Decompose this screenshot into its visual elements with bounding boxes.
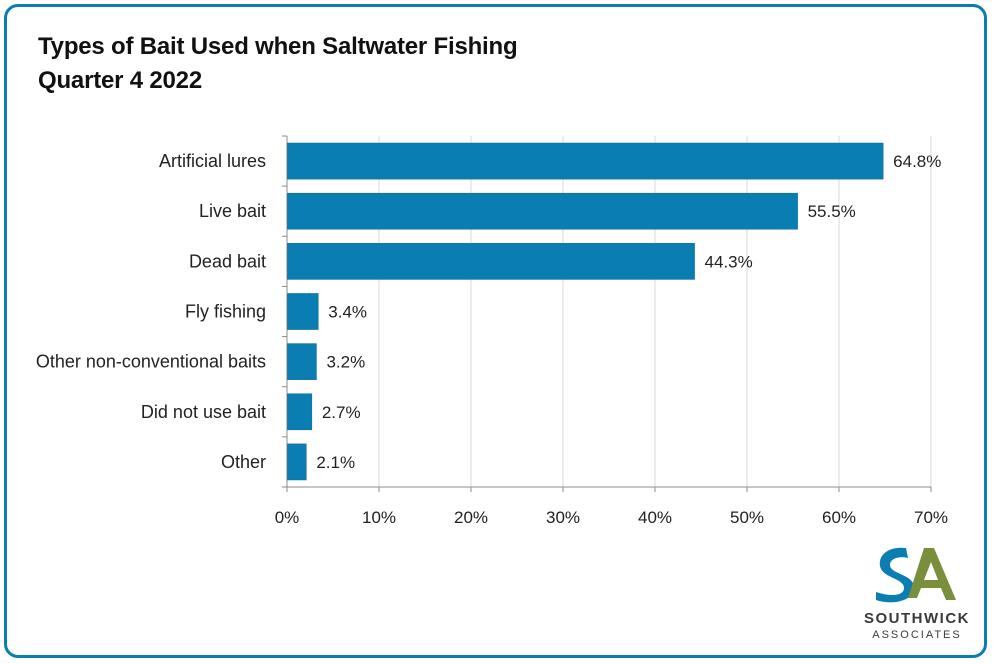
data-label: 64.8% <box>893 152 941 171</box>
logo-subtitle: ASSOCIATES <box>872 629 962 641</box>
data-label: 55.5% <box>808 202 856 221</box>
category-label: Did not use bait <box>141 402 266 422</box>
bar <box>287 192 798 230</box>
x-tick-label: 10% <box>362 508 396 527</box>
data-label: 2.7% <box>322 403 361 422</box>
category-label: Other non-conventional baits <box>36 352 266 372</box>
bar <box>287 293 319 330</box>
bar <box>287 443 307 481</box>
bar <box>287 243 695 280</box>
chart-title-line-2: Quarter 4 2022 <box>38 67 202 94</box>
x-tick-label: 30% <box>546 508 580 527</box>
logo-s-shape <box>876 547 915 603</box>
southwick-logo-icon <box>876 547 956 603</box>
x-tick-label: 60% <box>822 508 856 527</box>
data-label: 3.4% <box>328 303 367 322</box>
chart-frame <box>4 4 987 658</box>
data-label: 2.1% <box>316 453 355 472</box>
x-tick-label: 20% <box>454 508 488 527</box>
x-tick-label: 0% <box>275 508 300 527</box>
category-label: Fly fishing <box>185 302 266 322</box>
x-tick-label: 70% <box>914 508 948 527</box>
category-label: Live bait <box>199 201 266 221</box>
category-label: Dead bait <box>189 251 266 271</box>
x-tick-label: 40% <box>638 508 672 527</box>
data-label: 3.2% <box>326 353 365 372</box>
x-tick-label: 50% <box>730 508 764 527</box>
bar <box>287 393 313 431</box>
category-label: Other <box>221 452 266 472</box>
logo-name: SOUTHWICK <box>864 610 970 627</box>
category-label: Artificial lures <box>159 151 266 171</box>
data-label: 44.3% <box>705 252 753 271</box>
logo-a-shape <box>908 548 956 600</box>
bar <box>287 142 884 180</box>
chart-title-line-1: Types of Bait Used when Saltwater Fishin… <box>38 33 518 60</box>
bar <box>287 343 317 380</box>
chart-title: Types of Bait Used when Saltwater Fishin… <box>38 30 518 98</box>
